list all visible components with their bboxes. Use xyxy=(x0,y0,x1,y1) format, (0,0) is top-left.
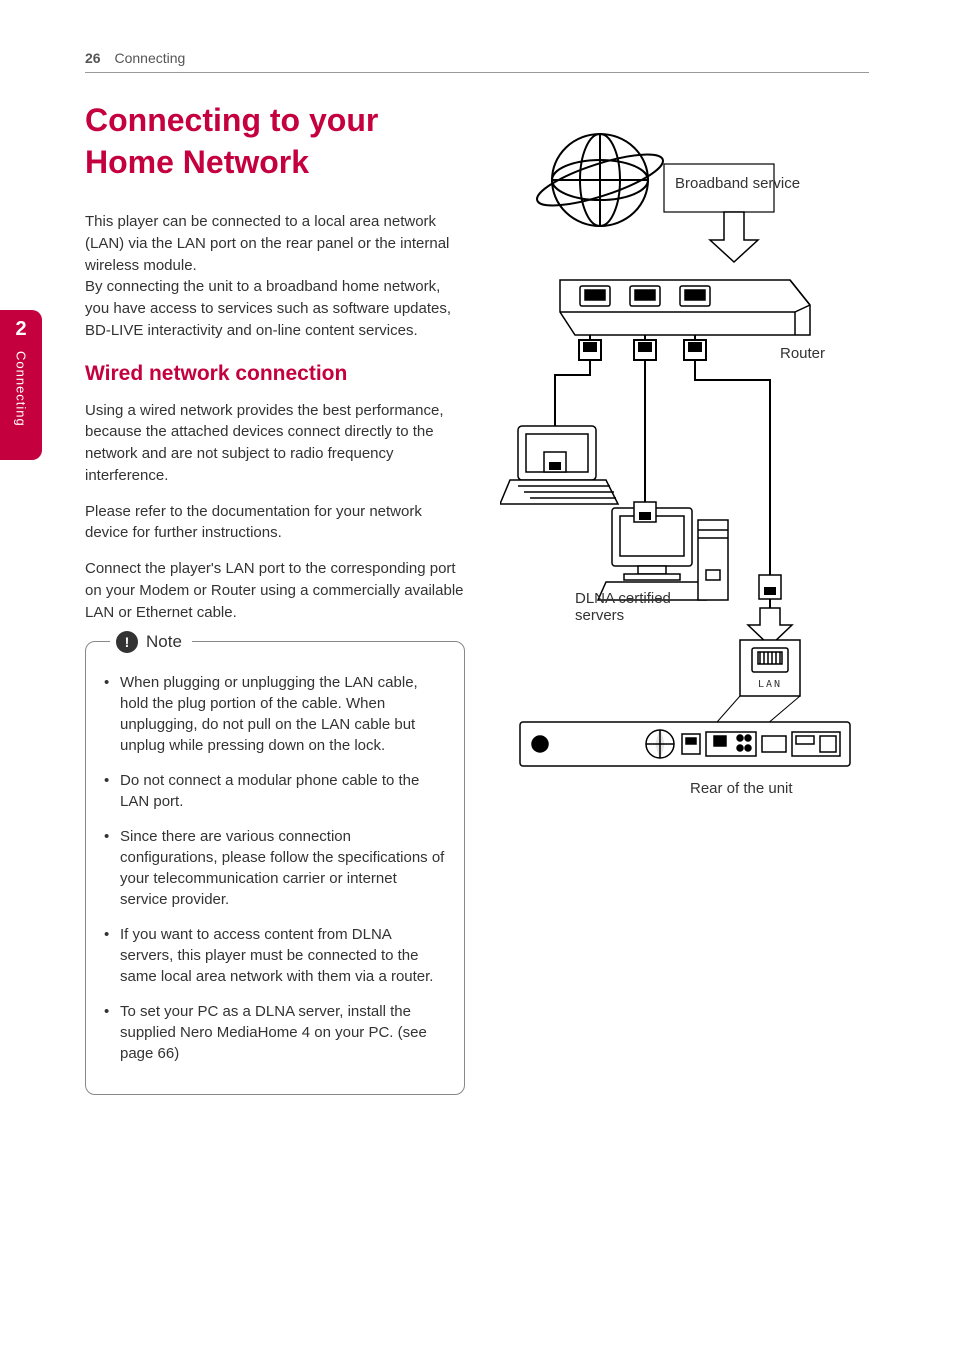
diagram-svg xyxy=(500,130,870,810)
note-label-text: Note xyxy=(146,630,182,654)
note-icon: ! xyxy=(116,631,138,653)
rear-label: Rear of the unit xyxy=(690,780,793,797)
paragraph-3: Connect the player's LAN port to the cor… xyxy=(85,558,465,623)
note-item: Do not connect a modular phone cable to … xyxy=(104,770,446,812)
note-item: When plugging or unplugging the LAN cabl… xyxy=(104,672,446,756)
section-subtitle: Wired network connection xyxy=(85,362,465,386)
unit-rear-icon xyxy=(520,722,850,766)
main-content: Connecting to your Home Network This pla… xyxy=(85,100,465,1095)
router-icon xyxy=(560,280,810,335)
network-diagram: Broadband service Router DLNA certified … xyxy=(500,130,870,810)
note-item: If you want to access content from DLNA … xyxy=(104,924,446,987)
note-label: ! Note xyxy=(110,630,192,654)
note-item: Since there are various connection confi… xyxy=(104,826,446,910)
paragraph-2: Please refer to the documentation for yo… xyxy=(85,501,465,545)
section-tab: 2 Connecting xyxy=(0,310,42,460)
broadband-label: Broadband service xyxy=(675,175,800,192)
globe-icon xyxy=(532,134,667,226)
paragraph-1: Using a wired network provides the best … xyxy=(85,400,465,487)
note-list: When plugging or unplugging the LAN cabl… xyxy=(104,672,446,1064)
section-name: Connecting xyxy=(114,50,185,66)
note-box: ! Note When plugging or unplugging the L… xyxy=(85,641,465,1095)
intro-paragraph-2: By connecting the unit to a broadband ho… xyxy=(85,276,465,341)
intro-paragraph-1: This player can be connected to a local … xyxy=(85,211,465,276)
section-tab-label: Connecting xyxy=(14,351,29,427)
dlna-label: DLNA certified servers xyxy=(575,590,695,624)
note-item: To set your PC as a DLNA server, install… xyxy=(104,1001,446,1064)
section-number: 2 xyxy=(15,318,26,341)
page-header: 26 Connecting xyxy=(85,50,869,73)
page-number: 26 xyxy=(85,50,101,66)
router-label: Router xyxy=(780,345,825,362)
arrow-down-icon xyxy=(710,212,758,262)
page-title: Connecting to your Home Network xyxy=(85,100,465,183)
lan-port-label: LAN xyxy=(758,679,782,690)
desktop-icon xyxy=(598,508,728,600)
